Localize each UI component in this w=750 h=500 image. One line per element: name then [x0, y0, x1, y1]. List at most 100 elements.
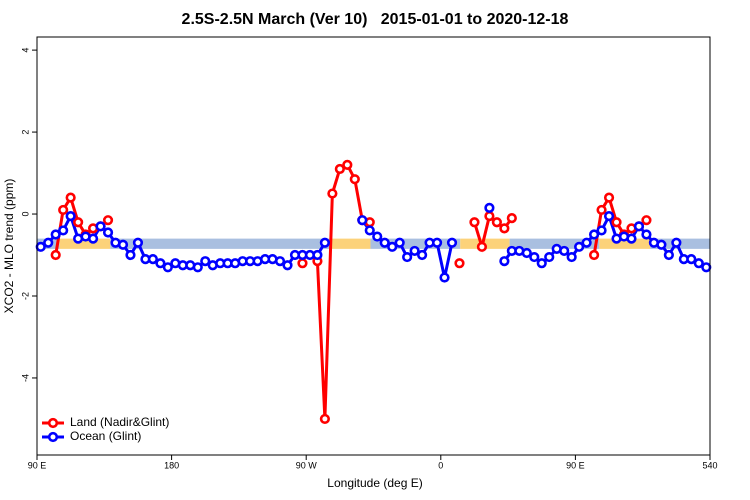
data-point	[633, 221, 645, 232]
data-point	[671, 237, 682, 248]
data-point	[95, 221, 106, 232]
data-point	[469, 217, 480, 228]
data-point	[319, 237, 330, 248]
data-point	[132, 237, 144, 248]
data-point	[641, 215, 652, 226]
data-point	[603, 210, 615, 222]
data-point	[394, 237, 405, 248]
data-point	[58, 204, 69, 216]
legend: Land (Nadir&Glint)Ocean (Glint)	[42, 415, 169, 443]
data-point	[327, 188, 338, 199]
plot-frame	[36, 36, 711, 456]
x-tick-label: 540	[702, 460, 717, 470]
data-point	[58, 225, 69, 236]
data-point	[491, 217, 502, 228]
data-point	[342, 159, 353, 170]
y-tick-label: 0	[20, 212, 30, 217]
data-point	[476, 241, 488, 252]
x-tick-label: 90 W	[296, 460, 318, 470]
series-line	[54, 162, 648, 420]
band-segment	[599, 238, 651, 249]
data-point	[417, 249, 428, 261]
data-point	[611, 217, 622, 228]
data-point	[200, 256, 211, 267]
legend-marker	[47, 431, 59, 443]
legend-label: Ocean (Glint)	[70, 429, 141, 443]
data-point	[431, 237, 443, 248]
data-point	[536, 258, 547, 269]
legend-marker	[47, 417, 59, 429]
data-point	[87, 233, 99, 244]
data-point	[588, 229, 600, 240]
band-segment	[59, 238, 111, 249]
data-point	[65, 210, 76, 222]
data-point	[274, 256, 286, 267]
data-point	[402, 251, 413, 263]
data-point	[529, 251, 540, 263]
data-point	[297, 258, 308, 269]
data-point	[43, 237, 54, 248]
band-segment	[509, 238, 600, 249]
x-tick-label: 90 E	[566, 460, 585, 470]
legend-label: Land (Nadir&Glint)	[70, 415, 169, 429]
data-point	[147, 254, 159, 265]
data-point	[506, 213, 517, 224]
data-point	[484, 210, 495, 222]
data-point	[102, 215, 114, 226]
data-point	[566, 251, 577, 263]
line-layer	[40, 162, 707, 420]
data-point	[693, 258, 704, 269]
x-tick-label: 180	[164, 460, 179, 470]
data-point	[626, 233, 637, 244]
data-point	[379, 237, 390, 248]
y-axis-label: XCO2 - MLO trend (ppm)	[2, 179, 16, 314]
x-tick-label: 0	[438, 460, 443, 470]
axes: 90 E 180 90 W 0 90 E 540 -4 -2 0 2 4	[20, 36, 718, 470]
data-point	[454, 258, 465, 269]
data-point	[282, 260, 293, 271]
point-layer	[35, 159, 712, 425]
x-tick-label: 90 E	[28, 460, 47, 470]
data-point	[588, 249, 600, 261]
y-tick-label: -2	[20, 292, 30, 300]
data-point	[372, 231, 383, 242]
x-axis-label: Longitude (deg E)	[327, 476, 422, 490]
data-point	[446, 237, 458, 248]
data-point	[125, 249, 136, 261]
data-point	[73, 217, 84, 228]
data-point	[596, 204, 607, 216]
data-point	[65, 192, 76, 203]
data-point	[581, 237, 592, 248]
data-point	[701, 262, 712, 273]
data-point	[499, 223, 510, 234]
data-point	[357, 215, 368, 226]
band-segment	[110, 238, 331, 249]
data-point	[364, 225, 375, 236]
data-point	[544, 251, 555, 263]
data-point	[117, 239, 129, 250]
data-point	[319, 413, 330, 425]
data-point	[387, 241, 398, 252]
data-point	[596, 225, 607, 236]
y-tick-label: 4	[20, 48, 30, 53]
y-tick-label: 2	[20, 130, 30, 135]
data-point	[102, 227, 114, 238]
data-point	[192, 262, 203, 273]
data-point	[484, 202, 495, 213]
data-point	[663, 249, 674, 261]
data-point	[439, 272, 450, 283]
data-point	[603, 192, 615, 203]
data-point	[409, 245, 420, 257]
band-segment	[370, 238, 461, 249]
data-point	[162, 262, 173, 273]
data-point	[155, 258, 166, 269]
data-point	[50, 229, 61, 240]
data-point	[50, 249, 61, 261]
data-point	[641, 229, 652, 240]
data-point	[574, 241, 585, 252]
data-point	[686, 254, 697, 265]
band-segment	[330, 238, 371, 249]
data-point	[334, 163, 345, 175]
